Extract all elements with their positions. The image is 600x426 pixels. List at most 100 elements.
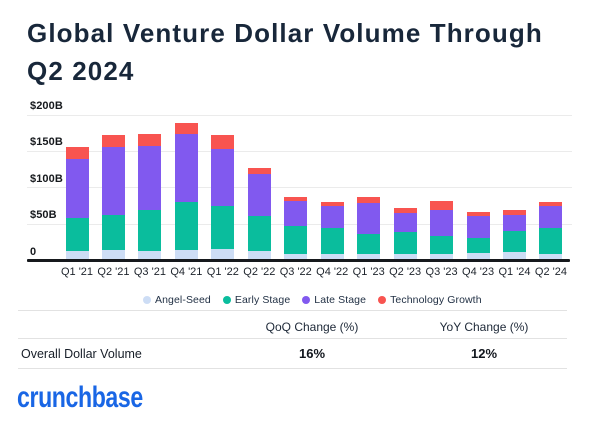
segment-late-stage[interactable] bbox=[174, 133, 198, 203]
segment-late-stage[interactable] bbox=[138, 146, 162, 211]
segment-late-stage[interactable] bbox=[247, 173, 271, 217]
segment-late-stage[interactable] bbox=[539, 205, 563, 229]
segment-early-stage[interactable] bbox=[357, 234, 381, 254]
segment-late-stage[interactable] bbox=[430, 210, 454, 237]
segment-angel-seed[interactable] bbox=[174, 250, 198, 261]
bar-q224[interactable] bbox=[539, 201, 563, 261]
legend-dot-icon bbox=[222, 296, 231, 304]
segment-early-stage[interactable] bbox=[393, 232, 417, 254]
segment-angel-seed[interactable] bbox=[284, 253, 308, 261]
segment-angel-seed[interactable] bbox=[101, 249, 125, 261]
segment-late-stage[interactable] bbox=[65, 158, 89, 218]
legend-label: Late Stage bbox=[314, 294, 367, 306]
chart-title: Global Venture Dollar Volume Through Q2 … bbox=[27, 18, 543, 86]
segment-angel-seed[interactable] bbox=[357, 253, 381, 261]
legend-item-late-stage: Late Stage bbox=[302, 294, 366, 306]
segment-early-stage[interactable] bbox=[101, 214, 125, 250]
segment-technology-growth[interactable] bbox=[65, 147, 89, 159]
table-header-qoq: QoQ Change (%) bbox=[265, 320, 359, 334]
segment-early-stage[interactable] bbox=[503, 231, 527, 253]
bar-q323[interactable] bbox=[430, 200, 454, 261]
segment-angel-seed[interactable] bbox=[138, 251, 162, 261]
x-axis-label: Q3 '22 bbox=[279, 266, 312, 278]
x-axis-label: Q4 '21 bbox=[170, 266, 203, 278]
segment-late-stage[interactable] bbox=[503, 214, 527, 232]
segment-technology-growth[interactable] bbox=[284, 197, 308, 201]
chart-legend: Angel-Seed Early Stage Late Stage Technolog… bbox=[143, 294, 482, 306]
bar-q124[interactable] bbox=[503, 209, 527, 261]
x-axis-label: Q1 '21 bbox=[60, 266, 94, 278]
bar-q421[interactable] bbox=[174, 123, 198, 261]
segment-technology-growth[interactable] bbox=[539, 201, 563, 206]
segment-early-stage[interactable] bbox=[320, 228, 344, 254]
x-axis-label: Q2 '24 bbox=[534, 266, 568, 278]
x-axis-label: Q2 '22 bbox=[243, 266, 276, 278]
x-axis-line bbox=[27, 259, 570, 262]
segment-technology-growth[interactable] bbox=[320, 202, 344, 206]
bar-q422[interactable] bbox=[320, 202, 344, 261]
segment-technology-growth[interactable] bbox=[393, 208, 417, 214]
table-value-qoq: 16% bbox=[298, 346, 326, 361]
segment-technology-growth[interactable] bbox=[247, 168, 271, 174]
bar-q123[interactable] bbox=[357, 197, 381, 261]
segment-technology-growth[interactable] bbox=[211, 135, 235, 150]
segment-late-stage[interactable] bbox=[284, 200, 308, 227]
table-divider-top bbox=[18, 310, 567, 311]
bar-q222[interactable] bbox=[247, 168, 271, 261]
segment-technology-growth[interactable] bbox=[101, 135, 125, 147]
bar-q322[interactable] bbox=[284, 197, 308, 261]
legend-item-technology-growth: Technology Growth bbox=[378, 294, 482, 306]
segment-late-stage[interactable] bbox=[357, 203, 381, 235]
y-axis-label: $50B bbox=[30, 209, 57, 222]
y-axis-label: 0 bbox=[30, 245, 37, 258]
y-axis-label: $200B bbox=[30, 100, 63, 112]
segment-angel-seed[interactable] bbox=[211, 248, 235, 261]
bar-q122[interactable] bbox=[211, 135, 235, 261]
segment-early-stage[interactable] bbox=[539, 228, 563, 254]
legend-dot-icon bbox=[143, 296, 151, 304]
segment-angel-seed[interactable] bbox=[320, 253, 344, 261]
segment-early-stage[interactable] bbox=[211, 205, 235, 249]
segment-early-stage[interactable] bbox=[65, 217, 89, 252]
segment-technology-growth[interactable] bbox=[430, 200, 454, 211]
segment-early-stage[interactable] bbox=[174, 202, 198, 251]
segment-angel-seed[interactable] bbox=[466, 253, 490, 261]
segment-technology-growth[interactable] bbox=[503, 209, 527, 215]
segment-late-stage[interactable] bbox=[320, 205, 344, 229]
segment-technology-growth[interactable] bbox=[466, 212, 490, 217]
legend-item-angel-seed: Angel-Seed bbox=[143, 294, 211, 306]
bar-q121[interactable] bbox=[65, 147, 89, 261]
segment-technology-growth[interactable] bbox=[138, 133, 162, 147]
segment-early-stage[interactable] bbox=[430, 236, 454, 254]
segment-angel-seed[interactable] bbox=[393, 253, 417, 261]
x-axis-label: Q2 '21 bbox=[97, 266, 130, 278]
segment-angel-seed[interactable] bbox=[539, 253, 563, 261]
bar-q223[interactable] bbox=[393, 208, 417, 261]
legend-dot-icon bbox=[378, 296, 387, 304]
bar-q221[interactable] bbox=[101, 135, 125, 261]
segment-early-stage[interactable] bbox=[466, 237, 490, 254]
segment-late-stage[interactable] bbox=[393, 213, 417, 233]
gridline-150 bbox=[27, 150, 572, 152]
segment-angel-seed[interactable] bbox=[503, 252, 527, 261]
segment-angel-seed[interactable] bbox=[430, 253, 454, 261]
table-row-label: Overall Dollar Volume bbox=[21, 347, 142, 361]
bar-q321[interactable] bbox=[138, 133, 162, 261]
segment-technology-growth[interactable] bbox=[174, 123, 198, 134]
segment-angel-seed[interactable] bbox=[65, 251, 89, 261]
legend-item-early-stage: Early Stage bbox=[222, 294, 290, 306]
x-axis-label: Q1 '23 bbox=[352, 266, 385, 278]
segment-angel-seed[interactable] bbox=[247, 251, 271, 261]
y-axis-label: $150B bbox=[30, 136, 63, 149]
stacked-bar-chart: 0 $50B $100B $150B $200B Q1 '21 Q2 '21 Q3 '21 Q4… bbox=[27, 100, 572, 278]
segment-early-stage[interactable] bbox=[138, 210, 162, 252]
legend-label: Technology Growth bbox=[390, 294, 482, 306]
segment-late-stage[interactable] bbox=[466, 216, 490, 238]
segment-early-stage[interactable] bbox=[247, 216, 271, 252]
segment-late-stage[interactable] bbox=[101, 147, 125, 215]
segment-early-stage[interactable] bbox=[284, 226, 308, 254]
segment-technology-growth[interactable] bbox=[357, 197, 381, 204]
bar-q423[interactable] bbox=[466, 212, 490, 261]
segment-late-stage[interactable] bbox=[211, 149, 235, 206]
